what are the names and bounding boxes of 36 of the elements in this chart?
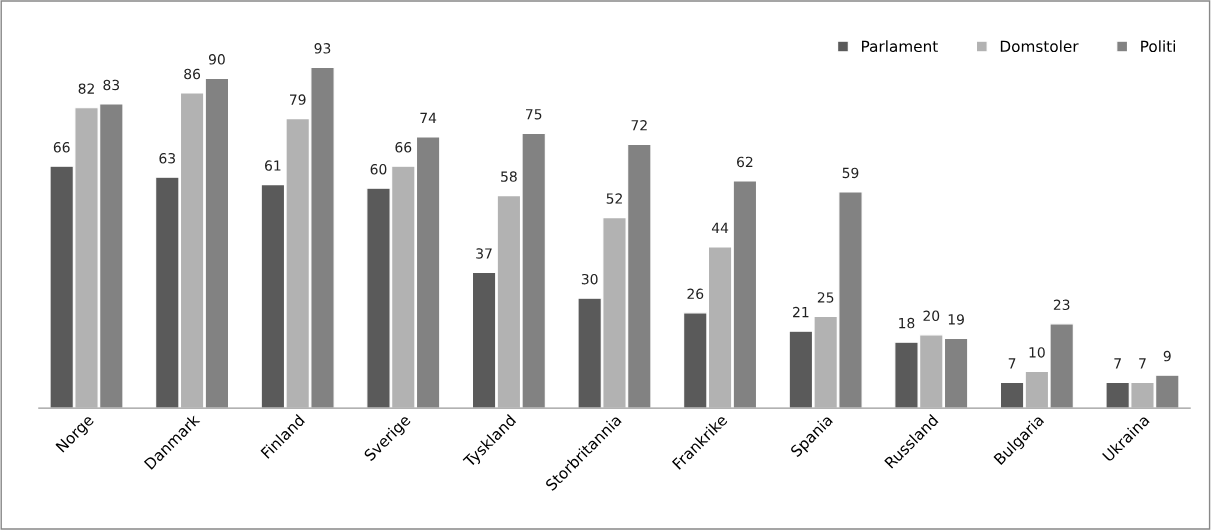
legend-label: Parlament (862, 40, 938, 53)
data-label: 63 (159, 152, 176, 164)
data-label: 7 (1008, 358, 1016, 369)
data-label: 93 (314, 43, 331, 54)
data-label: 52 (606, 193, 622, 204)
data-label: 7 (1114, 358, 1121, 369)
data-label: 62 (737, 156, 753, 168)
data-label: 19 (948, 314, 964, 325)
data-label: 58 (501, 171, 517, 182)
data-label: 23 (1053, 299, 1070, 311)
data-label: 30 (581, 273, 598, 285)
data-label: 82 (78, 83, 94, 94)
data-label: 21 (793, 306, 809, 318)
data-label: 9 (1163, 350, 1171, 362)
data-label: 72 (631, 120, 647, 131)
data-label: 90 (208, 54, 225, 65)
data-label: 61 (265, 160, 281, 171)
legend-label: Politi (1141, 40, 1175, 53)
data-label: 26 (687, 288, 704, 300)
data-label: 59 (842, 167, 859, 179)
data-label: 18 (899, 317, 915, 329)
data-label: 37 (476, 248, 492, 259)
data-label: 66 (395, 142, 412, 153)
data-label: 86 (184, 68, 201, 80)
data-label: 44 (711, 222, 729, 233)
data-label: 75 (526, 109, 542, 120)
data-label: 10 (1029, 347, 1045, 358)
data-label: 20 (923, 310, 940, 322)
data-label: 74 (420, 112, 437, 123)
data-label: 83 (103, 79, 120, 91)
data-label: 79 (290, 94, 306, 105)
data-label: 25 (817, 292, 834, 303)
legend-label: Domstoler (1000, 40, 1079, 53)
data-label: 7 (1139, 358, 1146, 369)
data-label: 60 (370, 163, 387, 175)
data-label: 66 (53, 142, 70, 153)
